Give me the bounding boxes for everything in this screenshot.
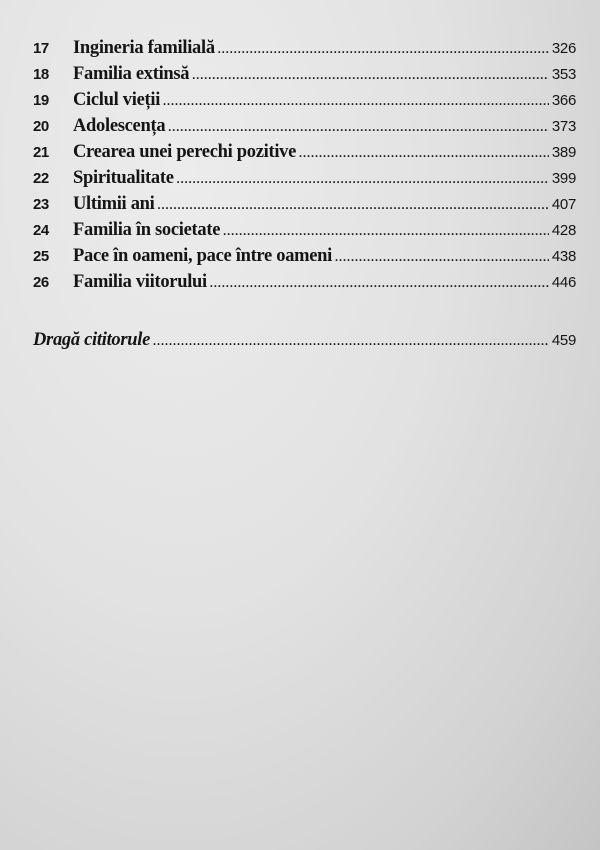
entry-page-number: 459	[551, 332, 576, 349]
entry-title: Ingineria familială	[73, 38, 215, 58]
entry-title: Familia viitorului	[73, 272, 207, 292]
entry-title: Pace în oameni, pace între oameni	[73, 246, 332, 266]
chapter-number: 18	[33, 66, 49, 83]
dot-leader	[153, 334, 549, 349]
toc-entry: 20 Adolescența 373	[33, 116, 576, 142]
chapter-number: 24	[33, 222, 49, 239]
dot-leader	[218, 42, 549, 57]
entry-page-number: 373	[551, 118, 576, 135]
toc-entry: 26 Familia viitorului 446	[33, 272, 576, 298]
entry-page-number: 407	[551, 196, 576, 213]
entry-page-number: 446	[551, 274, 576, 291]
dot-leader	[223, 224, 549, 239]
dot-leader	[192, 68, 549, 83]
chapter-number: 22	[33, 170, 49, 187]
entry-title: Familia extinsă	[73, 64, 190, 84]
entry-page-number: 353	[551, 66, 576, 83]
entry-page-number: 428	[551, 222, 576, 239]
toc-entry: 22 Spiritualitate 399	[33, 168, 576, 194]
entry-title: Ciclul vieții	[73, 90, 161, 110]
chapter-number: 20	[33, 118, 49, 135]
chapter-number: 19	[33, 92, 49, 109]
chapter-number: 23	[33, 196, 49, 213]
dot-leader	[299, 146, 549, 161]
dot-leader	[168, 120, 549, 135]
toc-entry-epilogue: Dragă cititorule 459	[33, 330, 576, 356]
toc-entry: 19 Ciclul vieții 366	[33, 90, 576, 116]
entry-title: Familia în societate	[73, 220, 221, 240]
dot-leader	[158, 198, 549, 213]
toc-entry: 25 Pace în oameni, pace între oameni 438	[33, 246, 576, 272]
entry-title: Adolescența	[73, 116, 166, 136]
toc-entry: 23 Ultimii ani 407	[33, 194, 576, 220]
dot-leader	[335, 250, 549, 265]
entry-page-number: 326	[551, 40, 576, 57]
entry-page-number: 438	[551, 248, 576, 265]
entry-title: Spiritualitate	[73, 168, 174, 188]
toc-entry: 18 Familia extinsă 353	[33, 64, 576, 90]
entry-page-number: 389	[551, 144, 576, 161]
entry-page-number: 399	[551, 170, 576, 187]
chapter-number: 21	[33, 144, 49, 161]
dot-leader	[163, 94, 549, 109]
chapter-number: 25	[33, 248, 49, 265]
entry-title: Crearea unei perechi pozitive	[73, 142, 297, 162]
dot-leader	[177, 172, 549, 187]
chapter-number: 17	[33, 40, 49, 57]
entry-page-number: 366	[551, 92, 576, 109]
toc-entry: 21 Crearea unei perechi pozitive 389	[33, 142, 576, 168]
toc-entry: 24 Familia în societate 428	[33, 220, 576, 246]
dot-leader	[210, 276, 549, 291]
entry-title: Ultimii ani	[73, 194, 155, 214]
toc-entry: 17 Ingineria familială 326	[33, 38, 576, 64]
table-of-contents: 17 Ingineria familială 326 18 Familia extins…	[33, 38, 576, 298]
chapter-number: 26	[33, 274, 49, 291]
entry-title: Dragă cititorule	[33, 330, 150, 350]
